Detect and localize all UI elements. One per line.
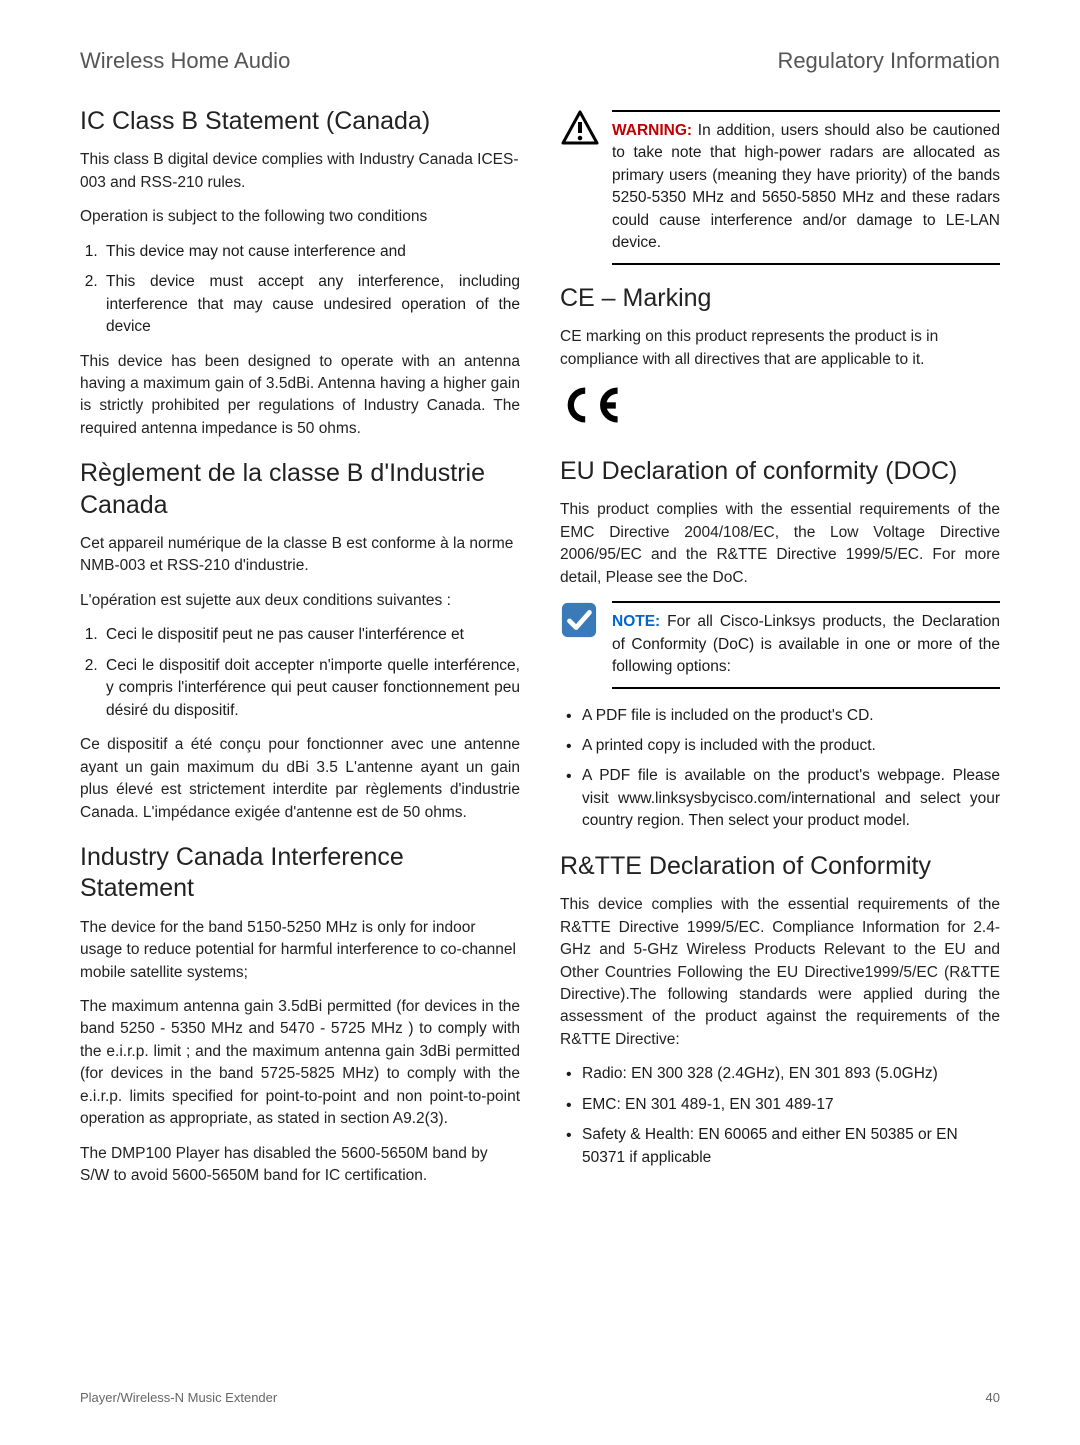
page-footer: Player/Wireless-N Music Extender 40 <box>80 1390 1000 1405</box>
reglement-conditions-list: Ceci le dispositif peut ne pas causer l'… <box>80 624 520 722</box>
doc-option-2: A printed copy is included with the prod… <box>560 735 1000 757</box>
rtte-standard-2: EMC: EN 301 489-1, EN 301 489-17 <box>560 1094 1000 1116</box>
ic-condition-1: This device may not cause interference a… <box>102 241 520 263</box>
rtte-standard-3: Safety & Health: EN 60065 and either EN … <box>560 1124 1000 1169</box>
warning-icon <box>560 110 600 146</box>
ic-para-1: This class B digital device complies wit… <box>80 149 520 194</box>
note-label: NOTE: <box>612 613 660 630</box>
warning-callout: WARNING: In addition, users should also … <box>560 110 1000 265</box>
reglement-heading: Règlement de la classe B d'Industrie Can… <box>80 458 520 521</box>
note-body: NOTE: For all Cisco-Linksys products, th… <box>612 601 1000 688</box>
page-header: Wireless Home Audio Regulatory Informati… <box>80 48 1000 74</box>
reglement-para-1: Cet appareil numérique de la classe B es… <box>80 533 520 578</box>
footer-left: Player/Wireless-N Music Extender <box>80 1390 277 1405</box>
footer-page-number: 40 <box>986 1390 1000 1405</box>
warning-text: In addition, users should also be cautio… <box>612 122 1000 251</box>
industry-heading: Industry Canada Interference Statement <box>80 842 520 905</box>
reglement-condition-1: Ceci le dispositif peut ne pas causer l'… <box>102 624 520 646</box>
note-callout: NOTE: For all Cisco-Linksys products, th… <box>560 601 1000 688</box>
doc-options-list: A PDF file is included on the product's … <box>560 705 1000 833</box>
warning-label: WARNING: <box>612 122 692 139</box>
ic-para-2: Operation is subject to the following tw… <box>80 206 520 228</box>
eu-doc-heading: EU Declaration of conformity (DOC) <box>560 456 1000 487</box>
rtte-standards-list: Radio: EN 300 328 (2.4GHz), EN 301 893 (… <box>560 1063 1000 1169</box>
ce-mark-symbol <box>560 383 1000 438</box>
reglement-condition-2: Ceci le dispositif doit accepter n'impor… <box>102 655 520 722</box>
industry-para-3: The DMP100 Player has disabled the 5600-… <box>80 1143 520 1188</box>
ce-para-1: CE marking on this product represents th… <box>560 326 1000 371</box>
industry-para-1: The device for the band 5150-5250 MHz is… <box>80 917 520 984</box>
ic-condition-2: This device must accept any interference… <box>102 271 520 338</box>
header-right: Regulatory Information <box>777 48 1000 74</box>
rtte-heading: R&TTE Declaration of Conformity <box>560 851 1000 882</box>
note-icon <box>560 601 600 637</box>
ce-heading: CE – Marking <box>560 283 1000 314</box>
warning-body: WARNING: In addition, users should also … <box>612 110 1000 265</box>
doc-option-3: A PDF file is available on the product's… <box>560 765 1000 832</box>
header-left: Wireless Home Audio <box>80 48 290 74</box>
note-text: For all Cisco-Linksys products, the Decl… <box>612 613 1000 675</box>
eu-doc-para-1: This product complies with the essential… <box>560 499 1000 589</box>
doc-option-1: A PDF file is included on the product's … <box>560 705 1000 727</box>
ic-conditions-list: This device may not cause interference a… <box>80 241 520 339</box>
industry-para-2: The maximum antenna gain 3.5dBi permitte… <box>80 996 520 1131</box>
reglement-para-3: Ce dispositif a été conçu pour fonctionn… <box>80 734 520 824</box>
right-column: WARNING: In addition, users should also … <box>560 106 1000 1200</box>
rtte-para-1: This device complies with the essential … <box>560 894 1000 1051</box>
reglement-para-2: L'opération est sujette aux deux conditi… <box>80 590 520 612</box>
left-column: IC Class B Statement (Canada) This class… <box>80 106 520 1200</box>
rtte-standard-1: Radio: EN 300 328 (2.4GHz), EN 301 893 (… <box>560 1063 1000 1085</box>
content-columns: IC Class B Statement (Canada) This class… <box>80 106 1000 1200</box>
ic-heading: IC Class B Statement (Canada) <box>80 106 520 137</box>
ic-para-3: This device has been designed to operate… <box>80 351 520 441</box>
